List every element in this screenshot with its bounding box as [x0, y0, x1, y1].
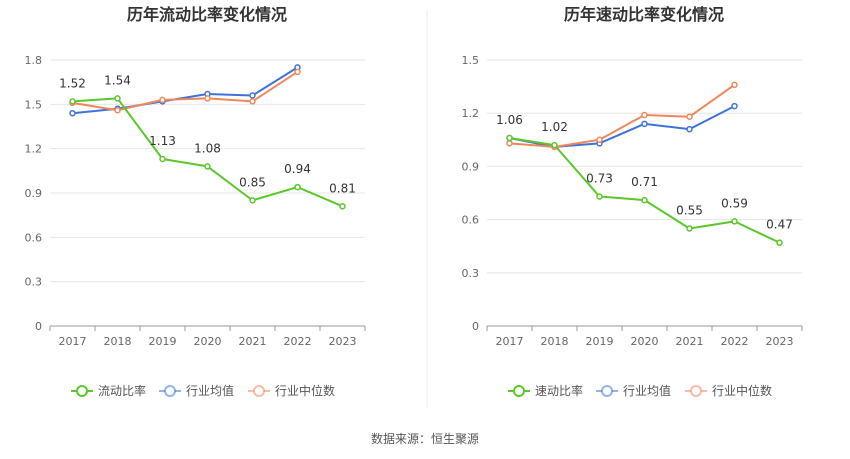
data-point [249, 197, 256, 204]
data-point [641, 196, 648, 204]
x-tick-label: 2021 [676, 335, 704, 348]
y-tick-label: 0.6 [25, 231, 43, 244]
data-point [294, 68, 301, 76]
x-tick-label: 2018 [541, 335, 569, 348]
y-tick-label: 0.9 [462, 160, 480, 173]
series-line [509, 137, 780, 244]
data-point [249, 98, 256, 105]
data-point [114, 106, 121, 114]
data-point [641, 111, 648, 119]
data-label: 0.85 [239, 175, 266, 189]
data-label: 0.47 [766, 218, 793, 232]
data-point [596, 136, 603, 144]
x-tick-label: 2019 [149, 335, 177, 348]
chart-title: 历年速动比率变化情况 [564, 5, 724, 24]
data-label: 1.52 [59, 76, 86, 90]
legend-label: 速动比率 [535, 383, 583, 398]
data-point [69, 98, 76, 105]
data-label: 1.54 [104, 73, 131, 87]
data-point [114, 95, 121, 102]
legend-swatch-marker [513, 385, 525, 397]
series-line [509, 84, 736, 148]
legend-label: 行业中位数 [275, 383, 335, 398]
legend-label: 行业均值 [186, 383, 234, 398]
data-point [159, 155, 166, 163]
x-tick-label: 2017 [59, 335, 87, 348]
data-point [686, 125, 693, 133]
x-tick-label: 2018 [104, 335, 132, 348]
data-point [686, 113, 693, 120]
data-point [506, 134, 513, 142]
y-tick-label: 1.2 [25, 143, 43, 156]
data-label: 1.08 [194, 141, 221, 155]
data-point [339, 203, 346, 210]
data-label: 0.73 [586, 172, 613, 186]
data-label: 0.55 [676, 203, 703, 217]
legend-label: 行业均值 [623, 383, 671, 398]
y-tick-label: 0 [35, 320, 42, 333]
data-point [776, 239, 783, 246]
chart-title: 历年流动比率变化情况 [127, 5, 287, 24]
series-line [72, 70, 299, 112]
legend-swatch-marker [164, 385, 176, 397]
data-label: 1.06 [496, 113, 523, 127]
x-tick-label: 2021 [239, 335, 267, 348]
data-label: 0.81 [329, 181, 356, 195]
x-tick-label: 2019 [586, 335, 614, 348]
y-tick-label: 0.3 [462, 267, 480, 280]
data-label: 0.59 [721, 196, 748, 210]
legend-label: 行业中位数 [712, 383, 772, 398]
data-point [686, 225, 693, 232]
data-point [731, 81, 738, 89]
y-tick-label: 0.6 [462, 214, 480, 227]
x-tick-label: 2020 [631, 335, 659, 348]
data-label: 0.71 [631, 175, 658, 189]
x-tick-label: 2023 [766, 335, 794, 348]
data-label: 0.94 [284, 162, 311, 176]
y-tick-label: 0 [472, 320, 479, 333]
legend-swatch-marker [690, 385, 702, 397]
data-point [641, 120, 648, 128]
legend-swatch-marker [253, 385, 265, 397]
data-point [204, 95, 211, 102]
y-tick-label: 1.8 [25, 54, 43, 67]
source-note: 数据来源：恒生聚源 [371, 431, 479, 446]
x-tick-label: 2022 [284, 335, 312, 348]
data-point [731, 218, 738, 225]
data-point [294, 183, 301, 191]
data-point [596, 193, 603, 200]
y-tick-label: 1.2 [462, 107, 480, 120]
y-tick-label: 1.5 [462, 54, 480, 67]
data-point [731, 102, 738, 110]
data-point [204, 163, 211, 170]
data-label: 1.13 [149, 134, 176, 148]
data-point [159, 96, 166, 104]
legend-swatch-marker [601, 385, 613, 397]
data-point [249, 92, 256, 99]
data-point [69, 109, 76, 117]
legend-swatch-marker [76, 385, 88, 397]
data-point [551, 141, 558, 149]
y-tick-label: 0.9 [25, 187, 43, 200]
y-tick-label: 0.3 [25, 276, 43, 289]
x-tick-label: 2023 [329, 335, 357, 348]
data-point [506, 140, 513, 147]
y-tick-label: 1.5 [25, 98, 43, 111]
legend-label: 流动比率 [98, 383, 146, 398]
x-tick-label: 2017 [496, 335, 524, 348]
x-tick-label: 2022 [721, 335, 749, 348]
x-tick-label: 2020 [194, 335, 222, 348]
data-label: 1.02 [541, 120, 568, 134]
